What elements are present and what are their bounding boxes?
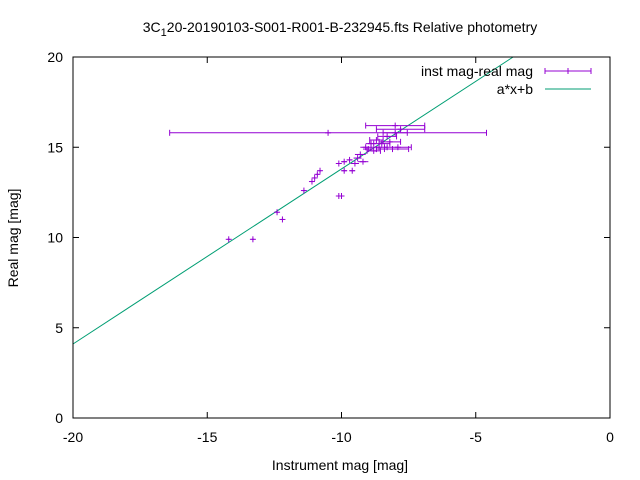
x-axis-label: Instrument mag [mag] <box>272 457 408 473</box>
legend: inst mag-real mag a*x+b <box>421 63 592 97</box>
data-point <box>349 167 356 174</box>
data-point <box>375 146 410 153</box>
y-axis-label: Real mag [mag] <box>5 189 21 288</box>
data-point <box>341 158 348 165</box>
axis-ticks: -20 -15 -10 -5 0 0 5 10 15 20 <box>47 49 614 445</box>
data-point <box>335 160 342 167</box>
data-point <box>317 167 324 174</box>
plot-area <box>72 56 514 345</box>
y-tick-label: 20 <box>47 49 63 65</box>
y-tick-label: 15 <box>47 139 63 155</box>
data-point <box>353 155 362 162</box>
data-point <box>314 171 321 178</box>
fit-line <box>72 56 514 345</box>
x-tick-label: -10 <box>331 429 351 445</box>
y-tick-label: 10 <box>47 230 63 246</box>
data-point <box>350 160 359 167</box>
data-point <box>279 216 286 223</box>
data-point <box>366 147 381 154</box>
y-tick-label: 5 <box>55 320 63 336</box>
data-point <box>341 167 348 174</box>
data-point <box>169 129 487 136</box>
x-tick-label: -20 <box>63 429 83 445</box>
data-point <box>354 151 366 158</box>
data-point <box>357 158 369 165</box>
data-point <box>249 236 256 243</box>
data-point <box>346 156 353 163</box>
data-point <box>225 236 232 243</box>
legend-label: a*x+b <box>497 81 533 97</box>
y-tick-label: 0 <box>55 410 63 426</box>
data-point <box>377 133 398 140</box>
x-tick-label: -5 <box>470 429 483 445</box>
legend-entry-line: a*x+b <box>497 81 591 97</box>
chart-title: 3C120-20190103-S001-R001-B-232945.fts Re… <box>143 19 537 39</box>
data-point <box>365 122 426 129</box>
data-point <box>300 187 307 194</box>
data-point <box>378 138 402 145</box>
legend-label: inst mag-real mag <box>421 63 533 79</box>
data-point <box>338 192 345 199</box>
data-point <box>274 209 281 216</box>
x-tick-label: 0 <box>606 429 614 445</box>
data-point <box>375 126 426 133</box>
data-point <box>311 174 318 181</box>
legend-entry-points: inst mag-real mag <box>421 63 592 79</box>
x-tick-label: -15 <box>197 429 217 445</box>
data-point <box>369 137 384 144</box>
data-point <box>308 178 315 185</box>
plot-frame <box>72 56 611 419</box>
